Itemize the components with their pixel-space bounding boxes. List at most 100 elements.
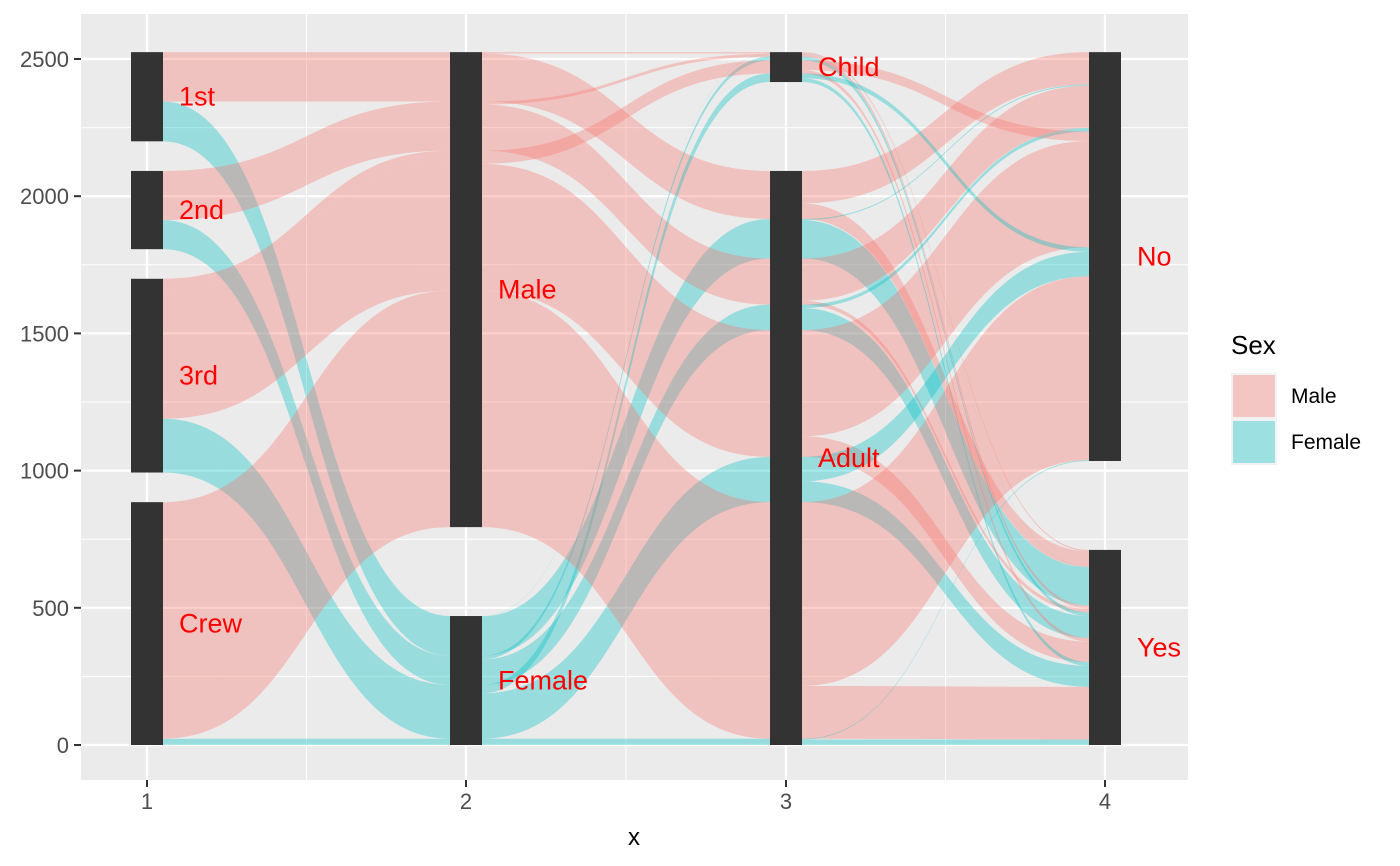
stratum-label: Child	[818, 52, 880, 82]
stratum-box	[1089, 52, 1121, 461]
stratum-box	[770, 170, 802, 745]
flow-band	[482, 53, 770, 204]
stratum-box	[131, 52, 163, 142]
flow-band	[802, 308, 1089, 638]
flow-band	[802, 203, 1089, 567]
stratum-label: Adult	[818, 443, 880, 473]
flow-band	[802, 300, 1089, 613]
y-tick-label: 0	[57, 733, 69, 758]
flow-band	[802, 69, 1089, 642]
flow-band	[482, 220, 770, 656]
flow-band	[163, 150, 450, 289]
stratum-label: 1st	[179, 82, 216, 112]
flow-band	[482, 308, 770, 685]
y-tick-label: 2500	[20, 47, 69, 72]
stratum-box	[1089, 549, 1121, 745]
stratum-label: Female	[498, 666, 588, 696]
flow-band	[802, 460, 1089, 740]
flow-band	[802, 53, 1089, 568]
flow-band	[802, 220, 1089, 606]
flow-band	[802, 686, 1089, 740]
legend-label: Male	[1291, 385, 1337, 408]
flow-band	[163, 220, 450, 660]
flow-band	[482, 85, 770, 219]
flow-band	[163, 223, 450, 663]
stratum-label: Yes	[1137, 632, 1181, 662]
x-tick-label: 2	[460, 789, 472, 814]
flow-band	[163, 101, 450, 174]
flow-band	[163, 85, 450, 102]
flow-band	[482, 481, 770, 739]
stratum-box	[450, 52, 482, 528]
flow-band	[163, 418, 450, 690]
flow-band	[482, 290, 770, 687]
strata	[131, 52, 1121, 745]
x-tick-label: 3	[780, 789, 792, 814]
legend-label: Female	[1291, 431, 1361, 454]
flow-band	[482, 60, 770, 161]
x-tick-label: 4	[1099, 789, 1111, 814]
flow-band	[802, 53, 1089, 609]
flow-band	[482, 53, 770, 105]
flow-band	[482, 56, 770, 660]
stratum-box	[450, 616, 482, 745]
flow-band	[482, 52, 770, 54]
flow-band	[482, 53, 770, 617]
x-tick-label: 1	[141, 789, 153, 814]
flow-band	[802, 73, 1089, 252]
flow-band	[802, 127, 1089, 309]
flow-band	[482, 739, 770, 745]
stratum-box	[131, 170, 163, 250]
y-tick-label: 1500	[20, 321, 69, 346]
legend-entries: Male Female	[1231, 373, 1361, 465]
flow-band	[163, 52, 450, 54]
flow-band	[163, 227, 450, 685]
flow-band	[163, 474, 450, 739]
stratum-box	[131, 502, 163, 745]
flow-band	[163, 146, 450, 221]
x-axis-title: x	[628, 824, 640, 851]
flow-band	[482, 456, 770, 718]
flow-band	[163, 451, 450, 739]
flow-band	[482, 104, 770, 301]
flow-band	[163, 290, 450, 687]
flow-band	[802, 84, 1089, 221]
flow-band	[163, 104, 450, 217]
flow-band	[802, 436, 1089, 663]
flow-band	[482, 69, 770, 164]
stratum-label: Male	[498, 275, 557, 305]
flow-band	[802, 56, 1089, 617]
flow-band	[482, 270, 770, 457]
flow-band	[802, 60, 1089, 142]
flow-band	[802, 52, 1089, 204]
flow-band	[802, 276, 1089, 687]
flow-band	[802, 85, 1089, 301]
legend-key-background	[1231, 419, 1277, 465]
flow-band	[482, 474, 770, 739]
legend-key	[1233, 421, 1275, 463]
y-tick-label: 500	[32, 596, 69, 621]
flow-band	[163, 101, 450, 618]
axes: 0 500 1000 1500 2000 2500 1 2 3 4	[20, 47, 1111, 814]
flow-band	[802, 739, 1089, 745]
stratum-label: 2nd	[179, 195, 224, 225]
flow-band	[163, 102, 450, 656]
flow-band	[482, 78, 770, 694]
stratum-box	[131, 278, 163, 473]
stratum-box	[770, 52, 802, 83]
flow-band	[163, 423, 450, 694]
stratum-label: Crew	[179, 609, 243, 639]
y-tick-label: 1000	[20, 459, 69, 484]
flow-band	[163, 738, 450, 740]
panel-background	[81, 14, 1188, 780]
legend: Sex Male Female	[1231, 330, 1361, 465]
stratum-label: 3rd	[179, 361, 218, 391]
flow-band	[482, 146, 770, 305]
flow-band	[482, 304, 770, 663]
flow-band	[163, 163, 450, 399]
flow-band	[802, 52, 1089, 552]
flow-band	[163, 160, 450, 292]
flows	[163, 52, 1089, 745]
flow-band	[482, 738, 770, 740]
